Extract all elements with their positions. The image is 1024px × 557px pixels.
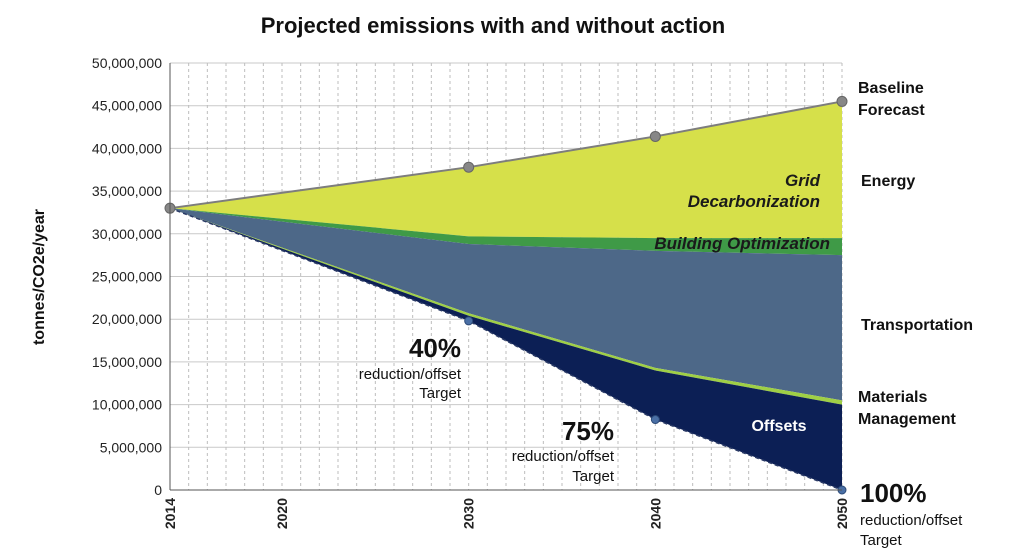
x-tick-label: 2030 bbox=[461, 498, 477, 529]
area-energy bbox=[170, 101, 842, 239]
label-energy: Energy bbox=[861, 173, 915, 190]
baseline-marker bbox=[649, 130, 661, 142]
y-tick-label: 50,000,000 bbox=[92, 55, 162, 71]
y-tick-label: 35,000,000 bbox=[92, 183, 162, 199]
baseline-marker bbox=[836, 95, 848, 107]
baseline-forecast-line bbox=[169, 100, 843, 210]
label-baseline-2: Forecast bbox=[858, 102, 925, 119]
annotation-75-percent: 75% bbox=[562, 416, 614, 446]
area-building-optimization bbox=[170, 208, 842, 256]
y-tick-label: 10,000,000 bbox=[92, 397, 162, 413]
x-tick-label: 2014 bbox=[162, 498, 178, 529]
x-tick-label: 2050 bbox=[834, 498, 850, 529]
label-transportation: Transportation bbox=[861, 317, 973, 334]
label-materials-1: Materials bbox=[858, 389, 927, 406]
y-tick-label: 20,000,000 bbox=[92, 311, 162, 327]
annotation-100-line2: Target bbox=[860, 532, 903, 549]
y-tick-label: 30,000,000 bbox=[92, 226, 162, 242]
annotation-75-line1: reduction/offset bbox=[512, 448, 615, 465]
annotation-40-line2: Target bbox=[419, 385, 462, 402]
y-tick-label: 0 bbox=[154, 482, 162, 498]
target-marker bbox=[650, 415, 660, 425]
y-tick-label: 5,000,000 bbox=[100, 439, 162, 455]
area-transportation bbox=[170, 208, 842, 401]
y-axis-label: tonnes/CO2e/year bbox=[31, 209, 48, 345]
area-layers bbox=[170, 101, 842, 490]
chart-title: Projected emissions with and without act… bbox=[261, 13, 726, 38]
data-markers bbox=[164, 95, 848, 495]
x-tick-label: 2020 bbox=[274, 498, 290, 529]
annotation-100-line1: reduction/offset bbox=[860, 512, 963, 529]
label-materials-2: Management bbox=[858, 411, 956, 428]
label-grid-decarbonization-2: Decarbonization bbox=[688, 192, 820, 211]
target-line bbox=[169, 207, 843, 491]
y-tick-label: 40,000,000 bbox=[92, 140, 162, 156]
x-tick-labels: 2014 2020 2030 2040 2050 bbox=[162, 498, 850, 529]
annotation-40-line1: reduction/offset bbox=[359, 366, 462, 383]
y-tick-label: 45,000,000 bbox=[92, 98, 162, 114]
annotation-100-percent: 100% bbox=[860, 478, 927, 508]
annotation-40-percent: 40% bbox=[409, 333, 461, 363]
label-offsets: Offsets bbox=[751, 418, 806, 435]
label-grid-decarbonization-1: Grid bbox=[785, 171, 821, 190]
label-building-optimization: Building Optimization bbox=[654, 234, 830, 253]
y-tick-labels: 0 5,000,000 10,000,000 15,000,000 20,000,000… bbox=[92, 55, 162, 498]
y-tick-label: 25,000,000 bbox=[92, 269, 162, 285]
y-tick-label: 15,000,000 bbox=[92, 354, 162, 370]
x-tick-label: 2040 bbox=[647, 498, 663, 529]
annotation-75-line2: Target bbox=[572, 468, 615, 485]
area-offsets bbox=[170, 208, 842, 490]
label-baseline-1: Baseline bbox=[858, 80, 924, 97]
target-marker bbox=[464, 316, 474, 326]
baseline-marker bbox=[463, 161, 475, 173]
